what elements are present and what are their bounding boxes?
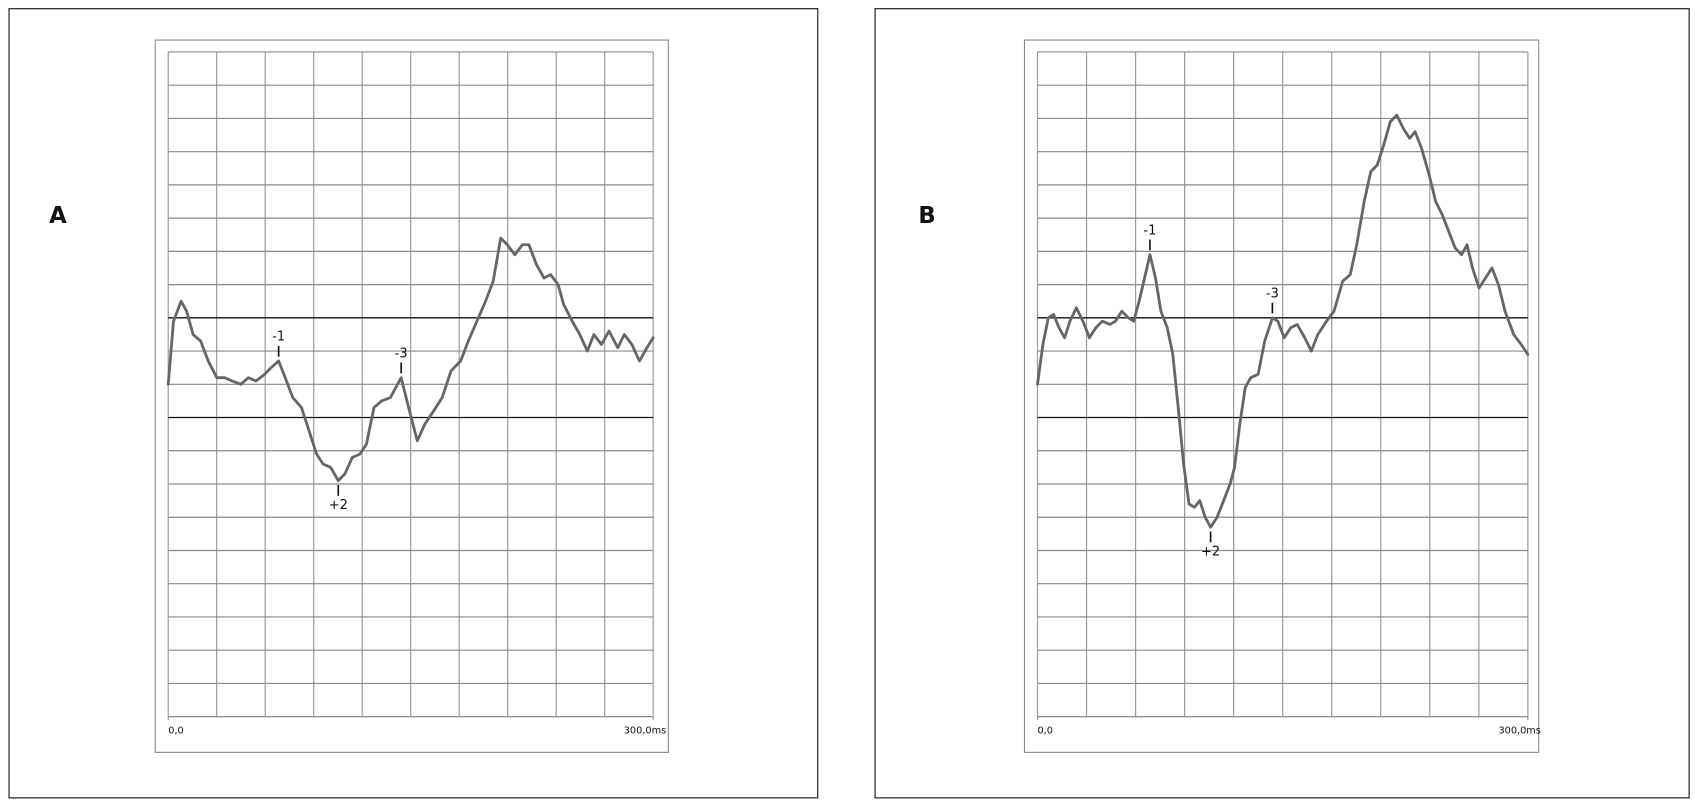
trace	[166, 236, 655, 483]
peak-label: -3	[395, 346, 408, 361]
peak-label: -1	[272, 330, 285, 345]
plot-frame	[1023, 39, 1540, 753]
peak-label: -1	[1143, 223, 1156, 238]
x-tick-label: 300,0ms	[624, 726, 666, 737]
panel-frame	[8, 8, 819, 799]
x-tick-label: 0,0	[1037, 726, 1052, 737]
x-tick-label: 300,0ms	[1498, 726, 1540, 737]
peak-label: +2	[1201, 545, 1220, 560]
panel-frame	[874, 8, 1690, 799]
trace	[1036, 113, 1530, 529]
panel-title: A	[49, 203, 67, 229]
peak-label: -3	[1266, 287, 1279, 302]
panel-title: B	[918, 203, 935, 229]
plot-frame	[154, 39, 669, 753]
peak-label: +2	[329, 498, 348, 513]
x-tick-label: 0,0	[168, 726, 183, 737]
